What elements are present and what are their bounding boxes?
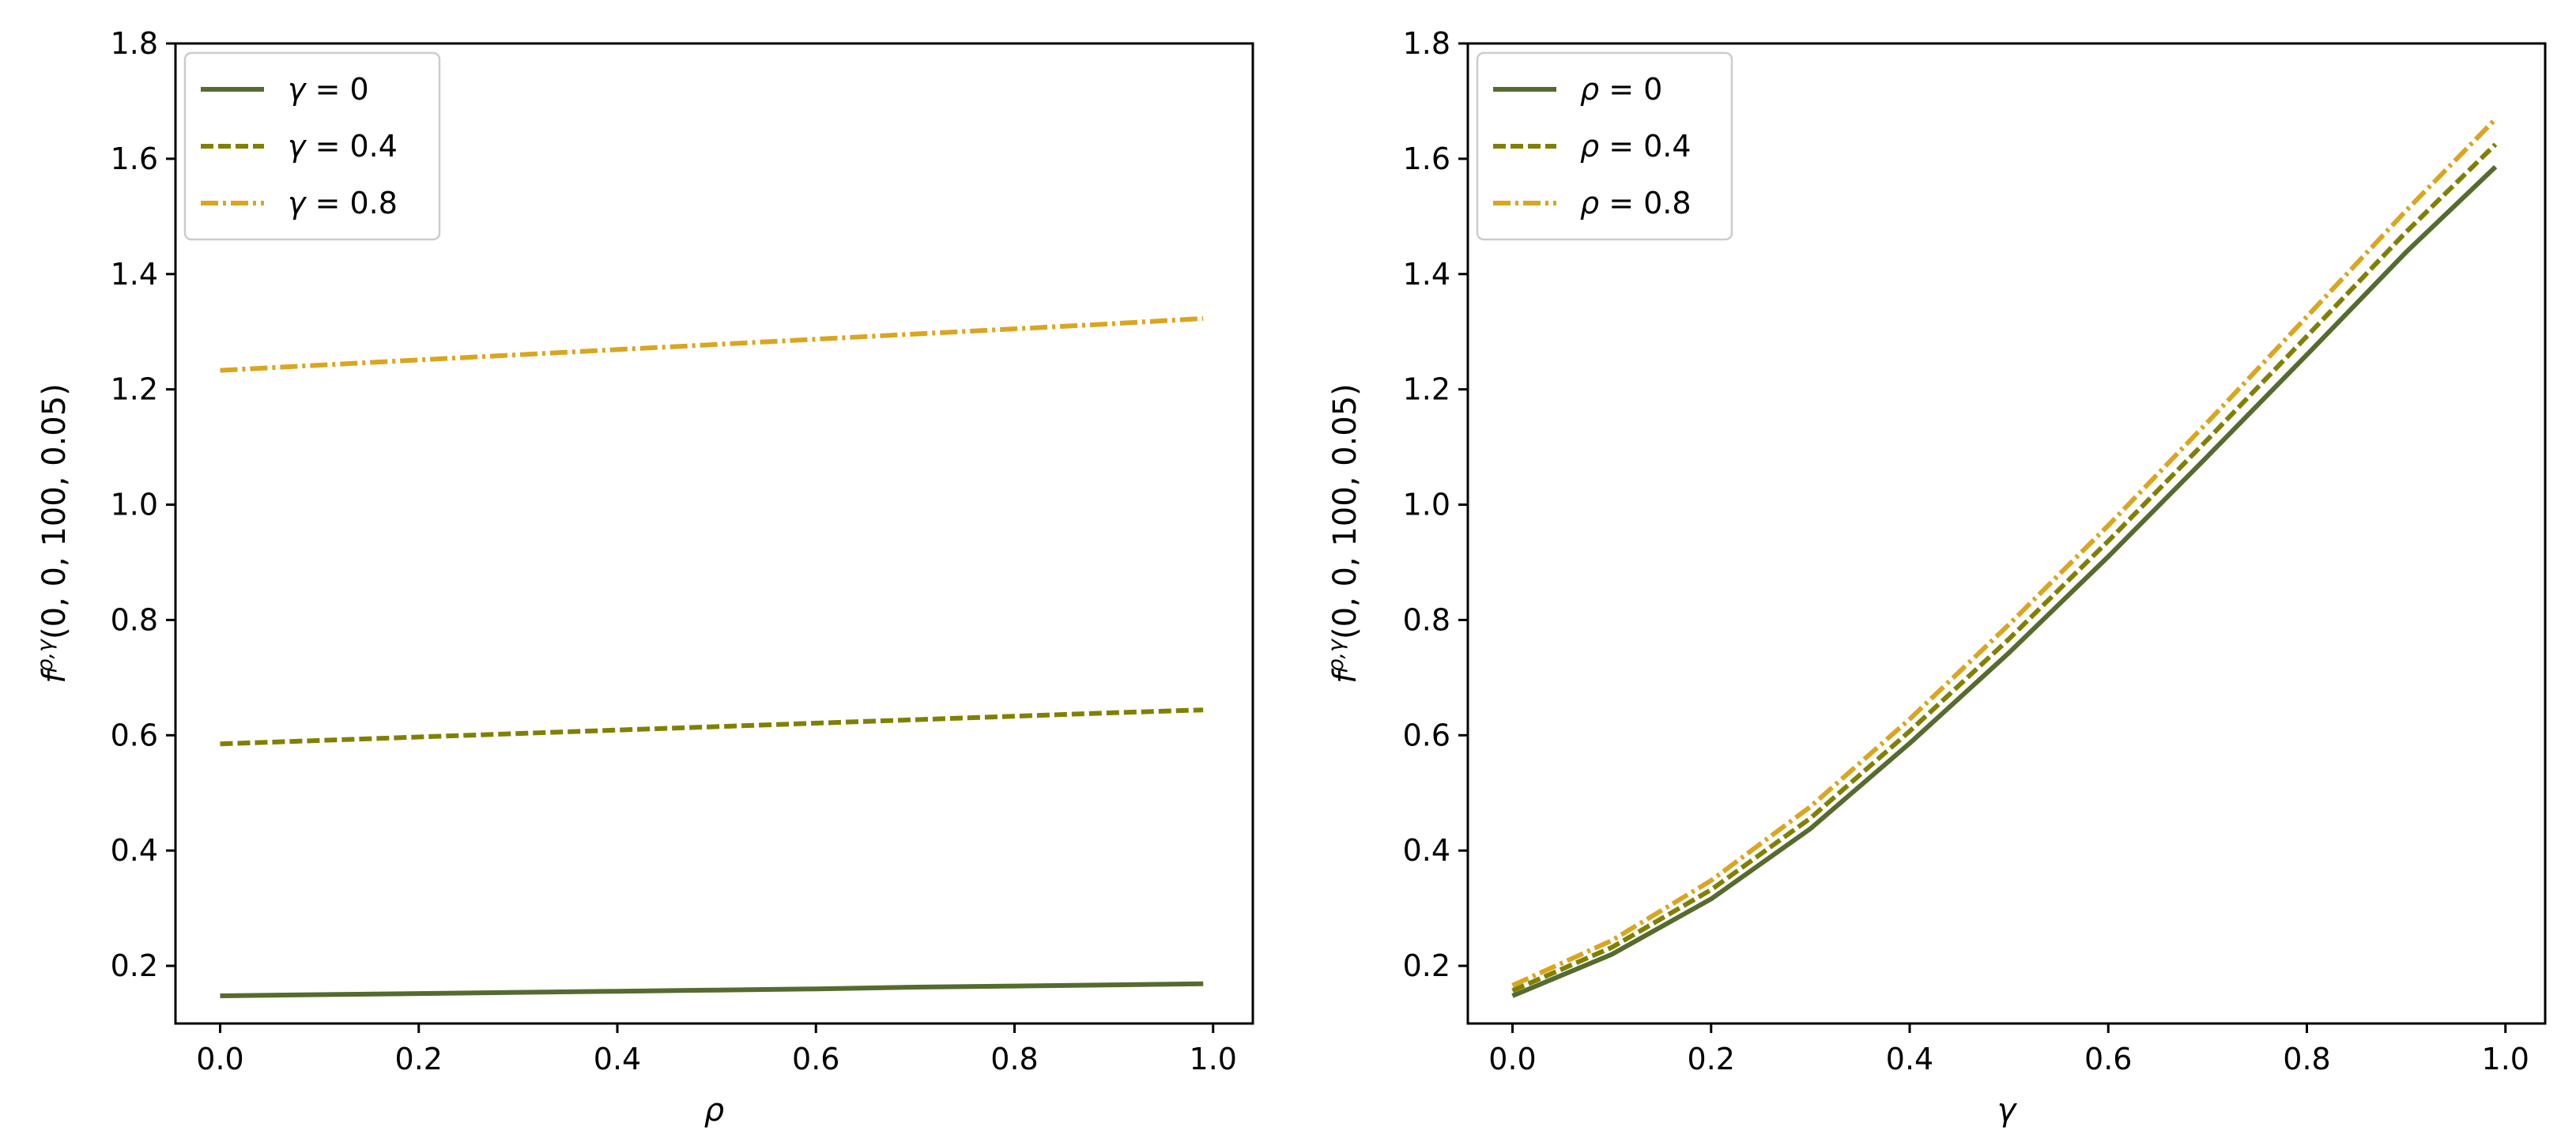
y-tick-label: 1.6 <box>1403 141 1450 176</box>
legend-label-3: ρ = 0.8 <box>1580 186 1692 221</box>
y-tick-label: 0.8 <box>1403 602 1450 637</box>
y-tick-label: 1.2 <box>111 372 158 407</box>
legend-value: 0.4 <box>350 129 398 164</box>
legend-equals: = <box>1599 129 1643 164</box>
legend-equals: = <box>306 72 350 107</box>
x-tick-label: 0.0 <box>1488 1042 1536 1076</box>
series-line-1 <box>220 981 1204 998</box>
legend-label-2: γ = 0.4 <box>288 129 398 164</box>
legend-value: 0 <box>350 72 369 107</box>
plot-frame <box>1466 42 2547 1025</box>
chart-right: 0.0 0.2 0.4 0.6 0.8 1.0 0.2 0.4 0.6 0.8 1.0 1.2 1.4 1… <box>1324 26 2547 1129</box>
legend-symbol: ρ <box>1580 72 1599 107</box>
y-label-arguments: (0, 0, 100, 0.05) <box>1327 383 1363 639</box>
y-tick-label: 0.4 <box>1403 833 1450 868</box>
x-tick-label: 0.4 <box>1886 1042 1933 1076</box>
legend-symbol: γ <box>288 186 307 221</box>
legend-value: 0.4 <box>1643 129 1691 164</box>
y-tick-label: 1.8 <box>111 26 158 61</box>
series-line-1 <box>1511 164 2498 998</box>
legend-equals: = <box>306 129 350 164</box>
legend-label-2: ρ = 0.4 <box>1580 129 1692 164</box>
legend-label-3: γ = 0.8 <box>288 186 398 221</box>
x-tick-label: 0.0 <box>196 1042 243 1076</box>
chart-left: 0.0 0.2 0.4 0.6 0.8 1.0 0.2 0.4 0.6 0.8 1.0 1.2 1.4 1… <box>33 26 1254 1129</box>
plot-frame <box>174 42 1254 1025</box>
legend-equals: = <box>1599 72 1643 107</box>
y-tick-label: 0.2 <box>111 948 158 983</box>
y-tick-label: 1.8 <box>1403 26 1450 61</box>
y-label-superscript: ρ,γ <box>33 638 58 673</box>
legend-value: 0 <box>1643 72 1662 107</box>
y-tick-label: 0.6 <box>1403 718 1450 752</box>
legend: ρ = 0ρ = 0.4ρ = 0.8 <box>1476 51 1733 241</box>
x-tick-label: 1.0 <box>2482 1042 2529 1076</box>
y-tick-label: 1.2 <box>1403 372 1450 407</box>
y-label-arguments: (0, 0, 100, 0.05) <box>36 383 73 639</box>
y-tick-label: 1.0 <box>1403 488 1450 522</box>
y-label-superscript: ρ,γ <box>1324 638 1348 673</box>
x-tick-label: 0.4 <box>594 1042 641 1076</box>
y-tick-label: 0.6 <box>111 718 158 752</box>
legend-label-1: γ = 0 <box>288 72 369 107</box>
legend-equals: = <box>306 186 350 221</box>
legend-symbol: γ <box>288 129 307 164</box>
legend-value: 0.8 <box>350 186 398 221</box>
x-tick-label: 0.2 <box>1688 1042 1735 1076</box>
y-tick-label: 0.2 <box>1403 948 1450 983</box>
x-tick-label: 0.8 <box>990 1042 1038 1076</box>
legend-label-1: ρ = 0 <box>1580 72 1662 107</box>
series-line-3 <box>1511 117 2498 988</box>
legend-equals: = <box>1599 186 1643 221</box>
x-axis-label: γ <box>1997 1092 2018 1129</box>
y-tick-label: 1.4 <box>111 257 158 292</box>
x-tick-label: 1.0 <box>1190 1042 1237 1076</box>
y-tick-label: 1.0 <box>111 488 158 522</box>
legend-value: 0.8 <box>1643 186 1691 221</box>
legend-box <box>1476 51 1733 241</box>
y-tick-label: 0.8 <box>111 602 158 637</box>
y-axis-label: fρ,γ(0, 0, 100, 0.05) <box>1324 383 1363 684</box>
y-tick-label: 1.4 <box>1403 257 1450 292</box>
x-axis-label: ρ <box>704 1092 724 1129</box>
y-tick-label: 1.6 <box>111 141 158 176</box>
legend-symbol: ρ <box>1580 129 1599 164</box>
y-axis-label: fρ,γ(0, 0, 100, 0.05) <box>33 383 73 684</box>
x-tick-label: 0.6 <box>792 1042 839 1076</box>
series-line-2 <box>1511 142 2498 993</box>
legend-symbol: ρ <box>1580 186 1599 221</box>
y-tick-label: 0.4 <box>111 833 158 868</box>
legend: γ = 0γ = 0.4γ = 0.8 <box>183 51 441 241</box>
series-line-2 <box>220 707 1204 747</box>
legend-symbol: γ <box>288 72 307 107</box>
x-tick-label: 0.6 <box>2084 1042 2132 1076</box>
legend-box <box>183 51 441 241</box>
series-line-3 <box>220 315 1204 373</box>
x-tick-label: 0.8 <box>2283 1042 2330 1076</box>
x-tick-label: 0.2 <box>395 1042 443 1076</box>
